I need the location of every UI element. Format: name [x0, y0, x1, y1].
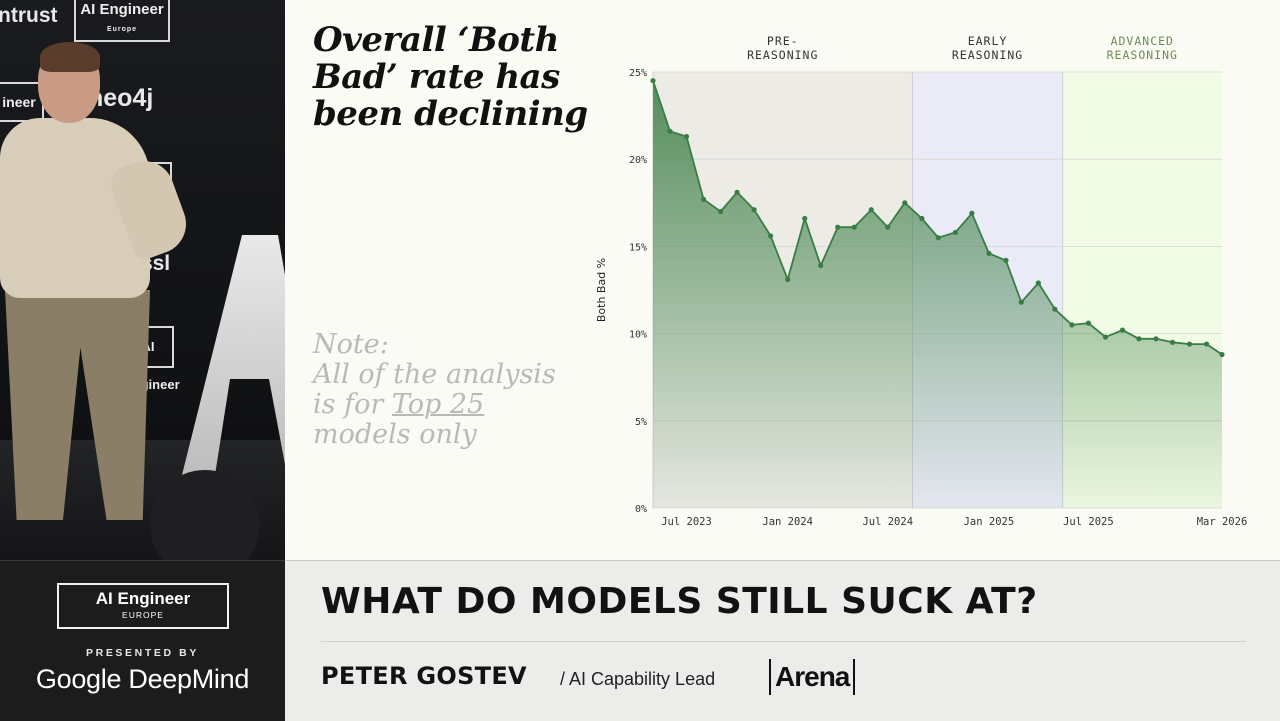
region-label-1-1: REASONING: [952, 48, 1023, 62]
chart-axes: 0% 5% 10% 15% 20% 25% Both Bad % Jul 2023 Jan 20…: [595, 68, 1247, 528]
slide: Overall ‘Both Bad’ rate has been declini…: [285, 0, 1280, 560]
x-tick-label-5: Mar 2026: [1197, 516, 1248, 528]
speaker-video: ntrust AI Engineer Europe ineer neo4j ne…: [0, 0, 285, 560]
region-label-1-0: EARLY: [968, 34, 1008, 48]
region-label-0-1: REASONING: [747, 48, 818, 62]
data-point-0-1: [667, 128, 673, 134]
data-point-0-7: [768, 233, 774, 239]
data-point-0-26: [1085, 320, 1092, 326]
data-point-0-15: [902, 200, 908, 206]
data-point-0-5: [734, 189, 740, 195]
wall-logo-sponsor: ntrust: [0, 4, 58, 27]
both-bad-chart: PRE-REASONINGEARLYREASONINGADVANCEDREASO…: [595, 34, 1247, 528]
speaker-role: / AI Capability Lead: [560, 669, 716, 689]
wall-logo-event-text: AI Engineer: [80, 1, 164, 18]
data-point-0-13: [868, 207, 874, 213]
company-logo: Arena: [769, 659, 856, 695]
data-point-0-20: [986, 250, 992, 256]
region-label-2-0: ADVANCED: [1111, 34, 1174, 48]
data-point-0-29: [1136, 336, 1142, 342]
data-point-0-9: [802, 215, 808, 222]
lower-third-divider: [321, 641, 1246, 642]
data-point-0-10: [818, 262, 824, 269]
speaker-hair: [40, 42, 100, 72]
series-area-0: [653, 80, 1222, 508]
data-point-0-2: [683, 133, 690, 140]
data-point-0-22: [1018, 299, 1024, 305]
talk-title: WHAT DO MODELS STILL SUCK AT?: [321, 581, 1038, 622]
data-point-0-23: [1035, 280, 1041, 286]
talk-info: WHAT DO MODELS STILL SUCK AT? PETER GOST…: [285, 560, 1280, 721]
data-point-0-24: [1052, 306, 1058, 312]
note-line-3-prefix: is for: [313, 389, 392, 420]
event-logo: AI Engineer EUROPE: [57, 583, 229, 629]
data-point-0-28: [1119, 327, 1126, 333]
x-tick-label-1: Jan 2024: [762, 516, 813, 528]
data-point-0-18: [952, 229, 958, 236]
event-branding: AI Engineer EUROPE PRESENTED BY Google D…: [0, 560, 285, 721]
presented-by-label: PRESENTED BY: [86, 647, 199, 659]
data-point-0-30: [1153, 336, 1159, 342]
sponsor-logo: Google DeepMind: [35, 664, 250, 694]
data-point-0-21: [1003, 257, 1009, 263]
note-top25-link[interactable]: Top 25: [391, 389, 485, 420]
data-point-0-32: [1186, 341, 1193, 347]
data-point-0-6: [751, 207, 757, 213]
y-axis-label: Both Bad %: [595, 258, 608, 322]
data-point-0-34: [1219, 351, 1225, 358]
data-point-0-4: [718, 208, 724, 215]
y-tick-label-3: 15%: [629, 242, 647, 253]
data-point-0-17: [935, 235, 941, 241]
note-line-3: is for Top 25: [313, 390, 603, 420]
y-tick-label-5: 25%: [629, 68, 647, 79]
note-line-1: Note:: [313, 329, 389, 360]
slide-title: Overall ‘Both Bad’ rate has been declini…: [313, 20, 588, 134]
x-tick-label-2: Jul 2024: [862, 516, 913, 528]
region-label-2-1: REASONING: [1107, 48, 1178, 62]
region-label-0-0: PRE-: [767, 34, 799, 48]
event-logo-name: AI Engineer: [95, 589, 191, 608]
data-point-0-14: [885, 224, 891, 230]
wall-logo-event: AI Engineer Europe: [74, 0, 170, 42]
data-point-0-27: [1102, 334, 1109, 340]
audience-head: [150, 470, 260, 560]
data-point-0-12: [851, 224, 857, 230]
data-point-0-19: [969, 210, 975, 216]
chart-series: [650, 78, 1225, 508]
x-tick-label-4: Jul 2025: [1063, 516, 1114, 528]
data-point-0-31: [1169, 339, 1176, 345]
event-logo-region: EUROPE: [122, 610, 164, 620]
y-tick-label-4: 20%: [629, 155, 647, 166]
data-point-0-8: [785, 276, 791, 283]
y-tick-label-1: 5%: [635, 417, 647, 428]
data-point-0-16: [919, 215, 925, 222]
slide-note: Note: All of the analysis is for Top 25 …: [313, 330, 603, 450]
data-point-0-3: [700, 196, 707, 202]
stage-letter-sign: [182, 235, 285, 475]
y-tick-label-0: 0%: [635, 504, 647, 515]
speaker-name: PETER GOSTEV: [321, 662, 527, 690]
data-point-0-33: [1204, 341, 1210, 347]
wall-logo-event-region: Europe: [106, 25, 138, 33]
note-line-2: All of the analysis: [313, 359, 556, 390]
x-tick-label-3: Jan 2025: [964, 516, 1015, 528]
data-point-0-25: [1069, 322, 1075, 328]
data-point-0-11: [835, 224, 841, 230]
x-tick-label-0: Jul 2023: [661, 516, 712, 528]
y-tick-label-2: 10%: [629, 330, 647, 341]
data-point-0-0: [650, 78, 656, 84]
note-line-4: models only: [313, 419, 477, 450]
